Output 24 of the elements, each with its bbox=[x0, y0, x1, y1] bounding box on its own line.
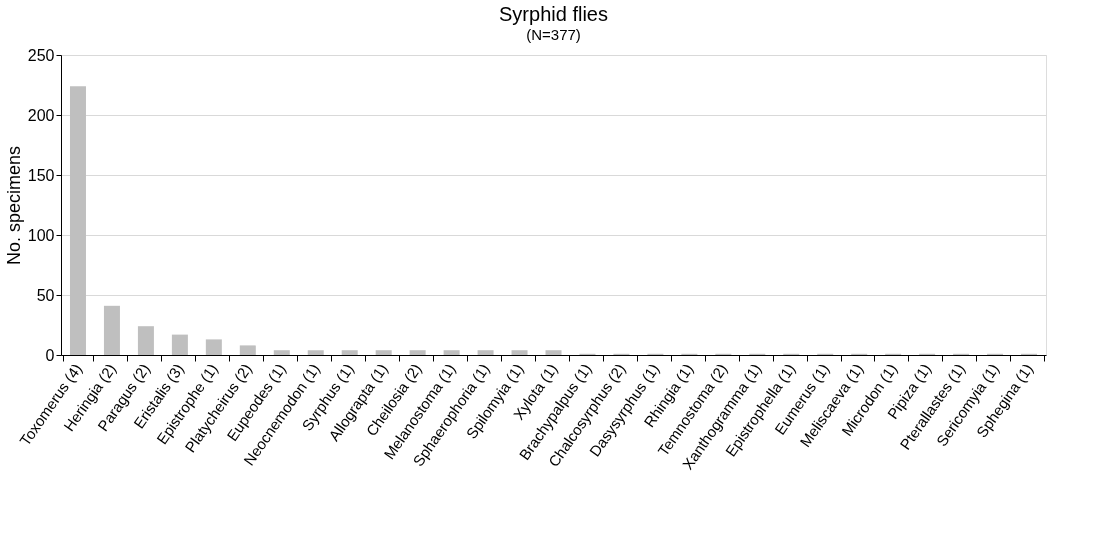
y-tick-label: 150 bbox=[27, 166, 55, 184]
bar bbox=[273, 350, 290, 355]
bar bbox=[443, 350, 460, 355]
y-axis-title: No. specimens bbox=[3, 145, 24, 266]
bar bbox=[545, 350, 562, 355]
bar bbox=[307, 350, 324, 355]
bar bbox=[341, 350, 358, 355]
bar bbox=[239, 345, 256, 355]
bar bbox=[511, 350, 528, 355]
bar bbox=[103, 305, 120, 355]
chart-subtitle: (N=377) bbox=[526, 26, 581, 43]
chart-title: Syrphid flies bbox=[499, 3, 608, 25]
y-tick-label: 100 bbox=[27, 226, 55, 244]
bar bbox=[171, 334, 188, 355]
y-tick-label: 200 bbox=[27, 106, 55, 124]
y-tick-label: 250 bbox=[27, 46, 55, 64]
bar bbox=[205, 339, 222, 355]
bar bbox=[477, 350, 494, 355]
bar bbox=[137, 326, 154, 355]
y-tick-label: 50 bbox=[36, 286, 55, 304]
bar bbox=[409, 350, 426, 355]
bar bbox=[69, 86, 86, 355]
bar bbox=[375, 350, 392, 355]
y-tick-label: 0 bbox=[45, 346, 55, 364]
